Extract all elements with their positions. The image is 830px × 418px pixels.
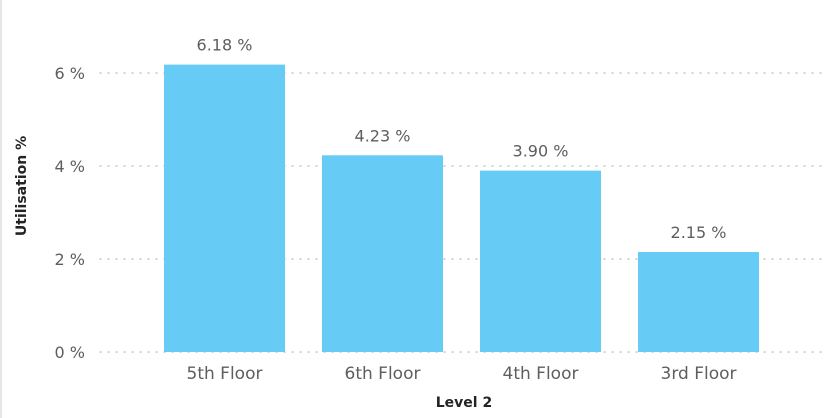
x-axis-categories: 5th Floor 6th Floor 4th Floor 3rd Floor	[187, 364, 737, 384]
x-category-label: 3rd Floor	[661, 364, 737, 384]
y-tick-label: 2 %	[55, 250, 85, 269]
x-axis-title: Level 2	[436, 395, 492, 411]
y-tick-label: 6 %	[55, 64, 85, 83]
y-tick-label: 0 %	[55, 343, 85, 362]
bar[interactable]	[480, 170, 601, 352]
x-category-label: 6th Floor	[345, 364, 421, 384]
bar[interactable]	[638, 252, 759, 352]
y-axis-ticks: 0 % 2 % 4 % 6 %	[55, 64, 85, 362]
data-label: 3.90 %	[513, 142, 569, 161]
bars	[164, 64, 759, 352]
bar[interactable]	[322, 155, 443, 352]
data-label: 6.18 %	[197, 36, 253, 55]
panel-left-border	[0, 0, 2, 418]
data-label: 4.23 %	[355, 126, 411, 145]
x-category-label: 4th Floor	[503, 364, 579, 384]
data-label: 2.15 %	[671, 223, 727, 242]
bar[interactable]	[164, 64, 285, 352]
data-labels: 6.18 % 4.23 % 3.90 % 2.15 %	[197, 36, 727, 242]
y-tick-label: 4 %	[55, 157, 85, 176]
x-category-label: 5th Floor	[187, 364, 263, 384]
y-axis-title: Utilisation %	[14, 136, 30, 236]
